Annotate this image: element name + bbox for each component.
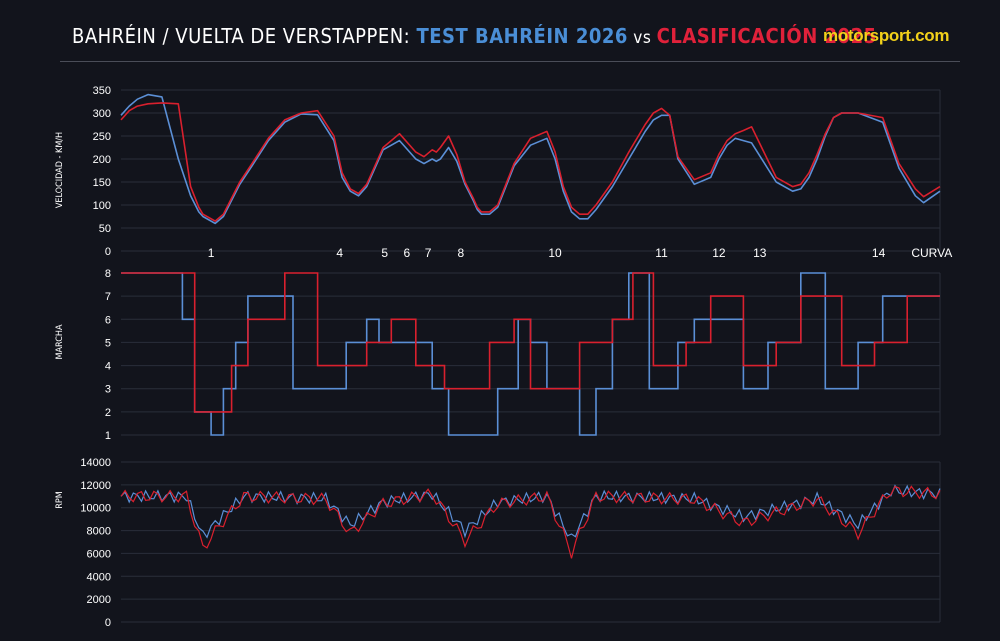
y-tick-label: 2000 (87, 594, 111, 606)
title-series-2026: TEST BAHRÉIN 2026 (416, 24, 628, 48)
y-tick-label: 50 (99, 223, 111, 235)
corner-label: 10 (548, 246, 562, 260)
y-tick-label: 10000 (80, 503, 111, 515)
chart-header: BAHRÉIN / VUELTA DE VERSTAPPEN: TEST BAH… (0, 0, 1000, 62)
y-tick-label: 2 (105, 407, 111, 419)
gear-trace-2025 (121, 272, 940, 413)
corner-label: 7 (425, 246, 432, 260)
panel-1: 0 50 100 150 200 250 300 350 VELOCIDAD - KM/H (55, 85, 941, 258)
title-vs: vs (627, 28, 657, 48)
corner-label: 12 (712, 246, 726, 260)
title-series-2025: CLASIFICACIÓN 2025 (656, 24, 877, 48)
y-tick-label: 14000 (80, 457, 111, 469)
panel-3: 0 2000 4000 6000 8000 10000 12000 14000 RPM (55, 457, 941, 629)
y-tick-label: 100 (93, 200, 111, 212)
y-tick-label: 8 (105, 268, 111, 280)
y-axis-label: VELOCIDAD - KM/H (55, 132, 65, 208)
y-tick-label: 7 (105, 291, 111, 303)
y-tick-label: 8000 (87, 526, 111, 538)
y-tick-label: 4 (105, 361, 111, 373)
y-tick-label: 3 (105, 384, 111, 396)
rpm-trace-2025 (120, 485, 941, 559)
chart-title: BAHRÉIN / VUELTA DE VERSTAPPEN: TEST BAH… (72, 24, 877, 48)
corner-label: 6 (403, 246, 410, 260)
y-tick-label: 1 (105, 430, 111, 442)
y-tick-label: 0 (105, 617, 111, 629)
corner-label: 11 (655, 246, 668, 260)
y-tick-label: 250 (93, 131, 111, 143)
corner-label: 4 (336, 246, 343, 260)
y-tick-label: 4000 (87, 571, 111, 583)
series-line-2026 (120, 93, 941, 225)
corner-label: CURVA (911, 246, 952, 260)
y-tick-label: 0 (105, 246, 111, 258)
y-tick-label: 6000 (87, 548, 111, 560)
header-divider (60, 61, 960, 62)
corner-label: 13 (753, 246, 767, 260)
y-tick-label: 5 (105, 337, 111, 349)
y-tick-label: 300 (93, 108, 111, 120)
y-tick-label: 150 (93, 177, 111, 189)
title-main: BAHRÉIN / VUELTA DE VERSTAPPEN: (72, 24, 417, 48)
y-tick-label: 6 (105, 314, 111, 326)
y-tick-label: 12000 (80, 480, 111, 492)
series-line-2025 (120, 102, 941, 222)
y-tick-label: 200 (93, 154, 111, 166)
y-axis-label: MARCHA (55, 324, 65, 359)
corner-label: 1 (208, 246, 215, 260)
y-axis-label: RPM (55, 491, 65, 509)
motorsport-logo: motorsport.com (823, 26, 950, 45)
corner-label: 14 (872, 246, 886, 260)
y-tick-label: 350 (93, 85, 111, 97)
corner-label: 8 (458, 246, 465, 260)
corner-label: 5 (381, 246, 388, 260)
